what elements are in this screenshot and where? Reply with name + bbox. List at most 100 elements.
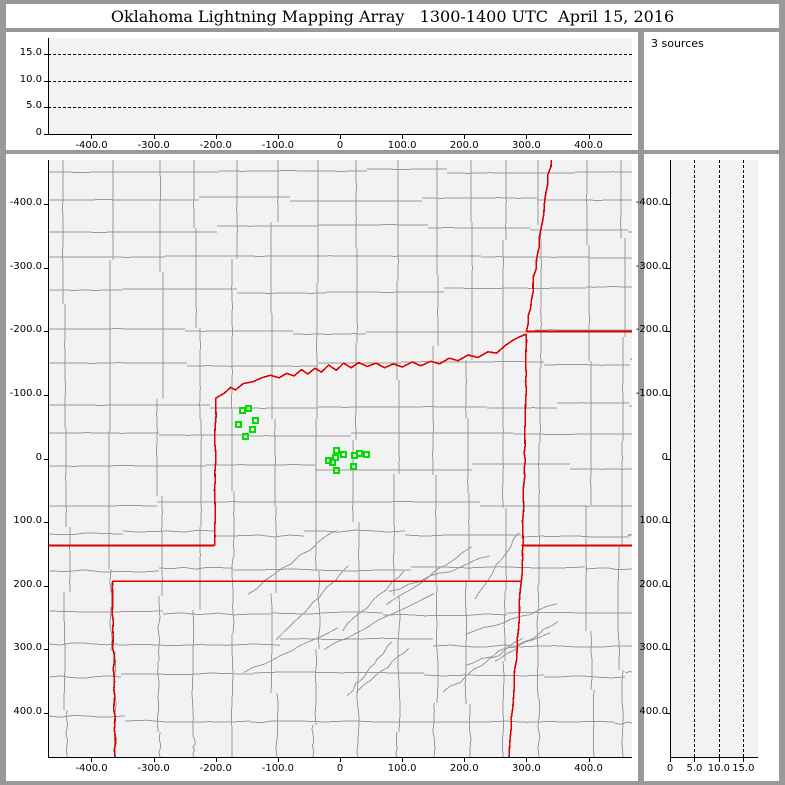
x-tick-4	[340, 134, 341, 139]
lightning-source-marker[interactable]	[333, 446, 341, 454]
x-tick-7	[526, 134, 528, 139]
x-tick-label-4: 0	[336, 140, 344, 151]
lightning-source-marker[interactable]	[252, 416, 259, 424]
altitude-vs-north-panel[interactable]: 400.0 300.0 200.0 100.0 0 -100.0 -200.0 -300.0 -…	[636, 154, 779, 781]
y-tick-3	[666, 522, 671, 523]
y-tick-label-2: 200.0	[639, 578, 668, 590]
state-border-texas-louisiana	[525, 160, 552, 332]
y-tick-4	[666, 458, 671, 460]
y-tick-label-6: -200.0	[635, 324, 668, 336]
x-tick-label-0: -400.0	[75, 140, 108, 151]
y-tick-1	[666, 649, 671, 651]
x-tick-label-7: 300.0	[512, 140, 541, 151]
y-tick-7	[666, 267, 671, 269]
lightning-source-marker[interactable]	[350, 462, 358, 470]
x-tick-label-8: 400.0	[574, 140, 603, 151]
lightning-source-marker[interactable]	[238, 406, 246, 414]
lightning-source-marker[interactable]	[242, 433, 250, 441]
x-tick-8	[588, 134, 590, 139]
x-tick-label-3: -100.0	[261, 140, 294, 151]
altitude-vs-north-plot-area[interactable]	[670, 160, 758, 757]
y-tick-label-8: -400.0	[9, 197, 42, 209]
x-tick-6	[464, 757, 466, 762]
x-tick-7	[526, 757, 528, 762]
source-count-label: 3 sources	[651, 37, 704, 50]
gridline-x-10	[718, 160, 720, 757]
x-tick-label-2: -200.0	[199, 763, 232, 774]
altitude-vs-east-plot-area[interactable]	[48, 38, 632, 134]
gridline-x-5	[694, 160, 696, 757]
state-border-west-vertical	[111, 581, 117, 757]
y-tick-label-6: -200.0	[9, 324, 42, 336]
lightning-source-marker[interactable]	[333, 467, 341, 475]
x-tick-label-1: 5.0	[686, 763, 703, 774]
y-tick-4	[44, 458, 49, 460]
y-tick-label-0: 400.0	[639, 705, 668, 717]
y-tick-label-4: 0	[35, 451, 42, 463]
map-plot-area[interactable]	[48, 160, 632, 757]
x-tick-3	[277, 134, 279, 139]
y-tick-label-5: -100.0	[9, 387, 42, 399]
gridline-x-15	[743, 160, 745, 757]
y-tick-label-0: 400.0	[13, 705, 42, 717]
y-tick-label-7: -300.0	[635, 260, 668, 272]
x-tick-label-1: -300.0	[137, 763, 170, 774]
y-tick-2	[44, 585, 49, 587]
gridline-y-5	[48, 107, 632, 109]
y-tick-6	[666, 331, 671, 333]
y-tick-label-8: -400.0	[635, 197, 668, 209]
y-tick-5	[44, 394, 49, 396]
y-tick-label-2: 10.0	[19, 73, 42, 85]
y-tick-0	[44, 134, 49, 135]
x-tick-label-0: 0	[666, 763, 674, 774]
y-tick-label-1: 5.0	[26, 100, 42, 112]
gridline-y-10	[48, 80, 632, 82]
y-tick-8	[44, 204, 49, 206]
x-tick-label-2: -200.0	[199, 140, 232, 151]
lightning-source-marker[interactable]	[245, 404, 253, 412]
y-tick-label-0: 0	[35, 127, 42, 138]
page-title: Oklahoma Lightning Mapping Array 1300-14…	[110, 6, 675, 26]
x-tick-2	[718, 757, 720, 762]
y-tick-2	[44, 80, 49, 82]
x-tick-3	[277, 757, 279, 762]
lightning-source-marker[interactable]	[235, 421, 243, 429]
x-tick-6	[464, 134, 466, 139]
x-tick-0	[91, 757, 93, 762]
x-tick-0	[91, 134, 93, 139]
y-tick-label-2: 200.0	[13, 578, 42, 590]
lightning-source-marker[interactable]	[362, 450, 370, 458]
x-tick-label-1: -300.0	[137, 140, 170, 151]
lightning-source-marker[interactable]	[339, 450, 347, 458]
y-tick-6	[44, 331, 49, 333]
source-count-panel: 3 sources	[644, 32, 779, 150]
x-tick-4	[340, 757, 341, 762]
x-tick-3	[743, 757, 745, 762]
y-tick-3	[44, 54, 49, 55]
y-tick-label-4: 0	[661, 451, 668, 463]
y-axis-line	[48, 38, 49, 134]
lightning-source-marker[interactable]	[324, 456, 332, 464]
altitude-vs-east-panel[interactable]: 0 5.0 10.0 15.0 -400.0 -300.0 -200.0 -100.0 0 100…	[6, 32, 638, 151]
x-tick-5	[402, 134, 404, 139]
y-tick-label-1: 300.0	[13, 642, 42, 654]
x-tick-label-5: 100.0	[387, 140, 417, 151]
y-tick-8	[666, 204, 671, 206]
lightning-source-marker[interactable]	[331, 453, 339, 461]
lightning-source-marker[interactable]	[356, 449, 364, 457]
y-tick-1	[44, 649, 49, 651]
x-tick-label-7: 300.0	[512, 763, 541, 774]
state-border-oklahoma-missouri	[520, 445, 527, 582]
plan-view-map-panel[interactable]: 400.0 300.0 200.0 100.0 0 -100.0 -200.0 -300.0 -…	[6, 154, 638, 781]
gridline-y-15	[48, 54, 632, 55]
x-tick-label-4: 0	[336, 763, 344, 774]
x-tick-1	[694, 757, 696, 762]
x-tick-label-5: 100.0	[387, 763, 417, 774]
x-tick-label-6: 200.0	[449, 140, 479, 151]
y-tick-label-3: 15.0	[19, 47, 42, 58]
lightning-source-marker[interactable]	[248, 425, 256, 433]
x-tick-label-2: 10.0	[707, 763, 731, 774]
y-tick-0	[44, 712, 49, 714]
state-border-red-river	[215, 333, 527, 399]
